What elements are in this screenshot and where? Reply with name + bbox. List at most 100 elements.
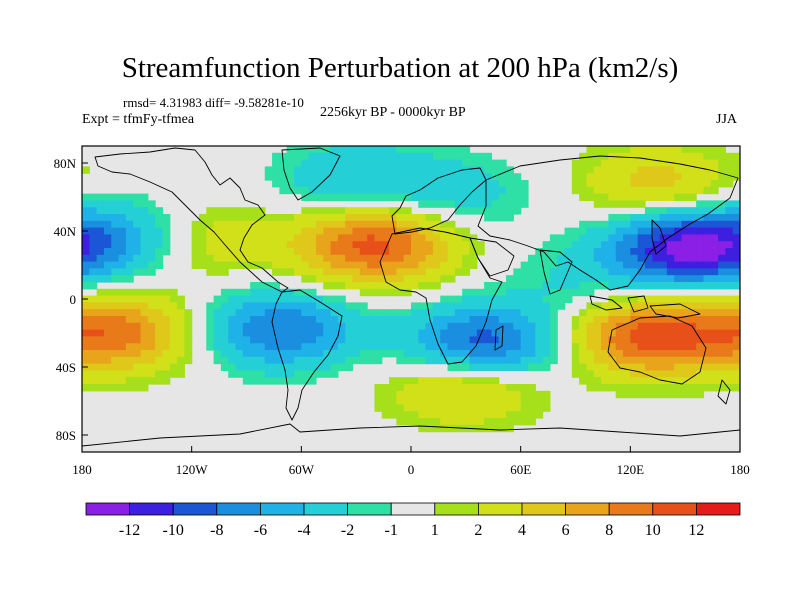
field-cell — [688, 248, 697, 256]
field-cell — [630, 356, 639, 365]
field-cell — [674, 261, 683, 269]
field-cell — [615, 193, 624, 201]
field-cell — [330, 302, 339, 310]
field-cell — [301, 159, 310, 167]
field-cell — [506, 404, 514, 412]
field-cell — [498, 309, 507, 317]
field-cell — [220, 302, 229, 310]
field-cell — [111, 302, 120, 310]
field-cell — [308, 343, 317, 351]
field-cell — [213, 227, 222, 235]
field-cell — [345, 214, 354, 222]
field-cell — [359, 356, 368, 365]
field-cell — [228, 302, 237, 310]
field-cell — [169, 295, 178, 303]
field-cell — [571, 186, 580, 195]
field-cell — [286, 152, 295, 161]
field-cell — [557, 275, 566, 283]
y-tick-label: 80S — [56, 428, 76, 443]
field-cell — [462, 261, 471, 269]
field-cell — [513, 316, 522, 324]
field-cell — [476, 390, 485, 399]
field-cell — [527, 390, 536, 399]
field-cell — [586, 336, 595, 344]
field-cell — [549, 282, 558, 290]
field-cell — [206, 336, 215, 344]
field-cell — [549, 336, 558, 344]
field-cell — [89, 356, 98, 365]
field-cell — [710, 166, 719, 174]
field-cell — [96, 370, 105, 378]
field-cell — [162, 241, 171, 249]
field-cell — [169, 343, 178, 351]
field-cell — [118, 193, 127, 201]
field-cell — [630, 268, 639, 276]
field-cell — [593, 329, 602, 337]
field-cell — [308, 220, 317, 229]
field-cell — [652, 377, 661, 385]
field-cell — [162, 316, 171, 324]
field-cell — [169, 322, 178, 331]
field-cell — [308, 322, 317, 331]
field-cell — [586, 152, 595, 161]
field-cell — [337, 329, 346, 337]
field-cell — [644, 173, 653, 181]
field-cell — [396, 275, 405, 283]
field-cell — [732, 152, 740, 161]
field-cell — [220, 207, 229, 215]
field-cell — [623, 254, 631, 263]
field-cell — [630, 336, 639, 344]
field-cell — [337, 186, 346, 195]
field-cell — [396, 411, 405, 419]
field-cell — [425, 248, 434, 256]
field-cell — [396, 254, 405, 263]
field-cell — [652, 186, 661, 195]
field-cell — [623, 234, 631, 242]
field-cell — [133, 268, 142, 276]
field-cell — [542, 390, 551, 399]
field-cell — [688, 207, 697, 215]
field-cell — [703, 377, 712, 385]
field-cell — [725, 377, 734, 385]
field-cell — [396, 159, 405, 167]
field-cell — [571, 241, 580, 249]
field-cell — [549, 316, 558, 324]
field-cell — [644, 384, 653, 392]
field-cell — [462, 173, 471, 181]
field-cell — [506, 356, 514, 365]
field-cell — [389, 404, 397, 412]
field-cell — [374, 186, 383, 195]
field-cell — [623, 268, 631, 276]
field-cell — [103, 350, 112, 358]
field-cell — [177, 316, 185, 324]
field-cell — [666, 316, 675, 324]
field-cell — [506, 424, 514, 433]
field-cell — [652, 227, 661, 235]
field-cell — [279, 227, 288, 235]
field-cell — [586, 377, 595, 385]
field-cell — [593, 370, 602, 378]
field-cell — [257, 309, 266, 317]
field-cell — [732, 302, 740, 310]
field-cell — [403, 275, 412, 283]
field-cell — [125, 316, 134, 324]
field-cell — [527, 295, 536, 303]
x-tick-label: 180 — [72, 462, 92, 477]
field-cell — [242, 302, 251, 310]
field-cell — [228, 248, 237, 256]
field-cell — [359, 152, 368, 161]
field-cell — [652, 329, 661, 337]
field-cell — [228, 370, 237, 378]
field-cell — [703, 234, 712, 242]
field-cell — [184, 329, 193, 337]
field-cell — [286, 227, 295, 235]
field-cell — [725, 370, 734, 378]
field-cell — [206, 343, 215, 351]
field-cell — [396, 214, 405, 222]
field-cell — [389, 214, 397, 222]
field-cell — [89, 268, 98, 276]
field-cell — [469, 166, 478, 174]
field-cell — [447, 322, 456, 331]
field-cell — [301, 152, 310, 161]
field-cell — [549, 254, 558, 263]
